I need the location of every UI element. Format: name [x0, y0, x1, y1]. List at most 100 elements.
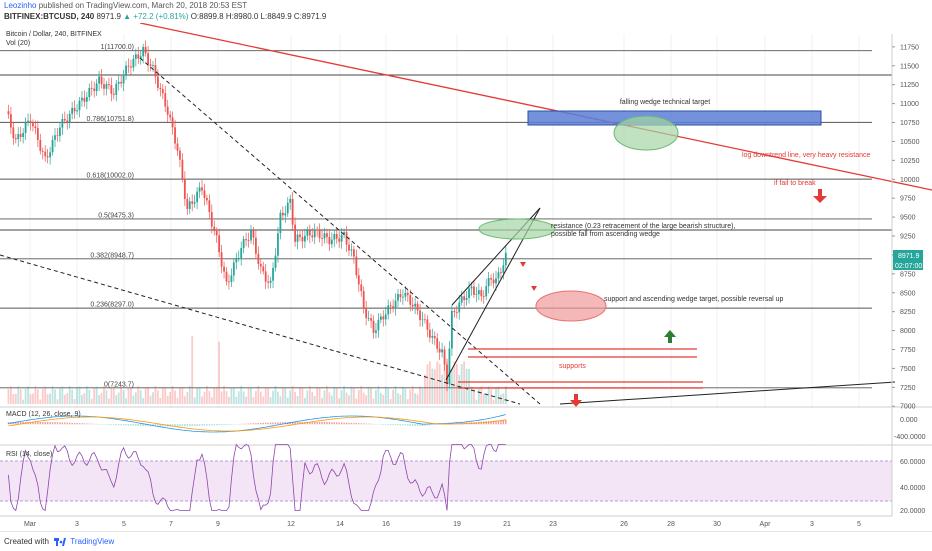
- volume-bar: [167, 396, 169, 404]
- volume-bar: [30, 394, 32, 404]
- time-tick-label: 14: [336, 521, 344, 528]
- macd-histogram-bar: [214, 424, 215, 425]
- author-name[interactable]: Leozinho: [4, 1, 36, 10]
- macd-histogram-bar: [412, 424, 413, 426]
- macd-histogram-bar: [410, 424, 411, 426]
- tradingview-link[interactable]: TradingView: [70, 537, 114, 546]
- candle-body: [103, 84, 105, 89]
- candle-body: [468, 288, 470, 298]
- volume-bar: [250, 387, 252, 404]
- candle-body: [400, 294, 402, 297]
- volume-bar: [25, 389, 27, 404]
- candle-body: [456, 312, 458, 313]
- volume-bar: [412, 386, 414, 404]
- candle-body: [57, 135, 59, 136]
- candle-body: [311, 236, 313, 238]
- price-tick-label: 11500: [900, 63, 919, 70]
- volume-bar: [64, 395, 66, 404]
- macd-histogram-bar: [108, 424, 109, 425]
- resistance-annotation-2: possible fall from ascending wedge: [551, 231, 660, 238]
- candle-body: [417, 304, 419, 311]
- candle-body: [177, 144, 179, 151]
- macd-histogram-bar: [209, 424, 210, 426]
- volume-bar: [172, 386, 174, 404]
- macd-histogram-bar: [201, 424, 202, 426]
- volume-bar: [461, 364, 463, 404]
- macd-histogram-bar: [91, 424, 92, 425]
- volume-bar: [22, 400, 24, 404]
- volume-bar: [142, 398, 144, 404]
- candle-body: [10, 114, 12, 127]
- candle-body: [409, 295, 411, 305]
- volume-bar: [336, 388, 338, 404]
- candle-body: [419, 310, 421, 320]
- macd-histogram-bar: [192, 424, 193, 426]
- macd-histogram-bar: [204, 424, 205, 426]
- candle-body: [387, 305, 389, 314]
- macd-histogram-bar: [331, 422, 332, 424]
- volume-bar: [113, 387, 115, 404]
- volume-bar: [378, 386, 380, 404]
- volume-bar: [409, 390, 411, 404]
- macd-histogram-bar: [211, 424, 212, 425]
- volume-bar: [253, 397, 255, 404]
- macd-histogram-bar: [37, 422, 38, 424]
- candle-body: [196, 192, 198, 202]
- candle-body: [130, 67, 132, 68]
- tradingview-logo-icon: [54, 538, 66, 546]
- macd-histogram-bar: [81, 423, 82, 424]
- chart-area[interactable]: 1(11700.0)0.786(10751.8)0.618(10002.0)0.…: [0, 23, 932, 530]
- macd-histogram-bar: [339, 422, 340, 424]
- macd-histogram-bar: [35, 422, 36, 424]
- candle-body: [69, 114, 71, 122]
- price-axis[interactable]: 7000725075007750800082508500875090009250…: [892, 44, 920, 410]
- candle-body: [59, 128, 61, 136]
- volume-bar: [451, 369, 453, 404]
- candle-body: [453, 311, 455, 312]
- volume-bar: [169, 392, 171, 404]
- created-with-label: Created with: [4, 537, 49, 546]
- time-tick-label: 21: [503, 521, 511, 528]
- support-ellipse[interactable]: [536, 291, 606, 321]
- price-pane[interactable]: [0, 34, 892, 407]
- volume-bar: [289, 391, 291, 404]
- volume-bar: [93, 388, 95, 404]
- volume-bar: [348, 395, 350, 404]
- candle-body: [351, 249, 353, 250]
- price-tick-label: 8250: [900, 309, 916, 316]
- macd-pane[interactable]: [0, 408, 892, 445]
- volume-bar: [218, 342, 220, 404]
- macd-histogram-bar: [258, 423, 259, 424]
- candle-body: [253, 231, 255, 238]
- volume-bar: [390, 399, 392, 404]
- volume-bar: [12, 394, 14, 404]
- volume-bar: [71, 390, 73, 404]
- chart-title: Bitcoin / Dollar, 240, BITFINEX: [6, 31, 102, 38]
- volume-bar: [434, 369, 436, 404]
- candle-body: [189, 201, 191, 209]
- resistance-ellipse[interactable]: [479, 219, 555, 239]
- volume-bar: [321, 398, 323, 404]
- candle-body: [47, 156, 49, 157]
- volume-bar: [427, 364, 429, 404]
- macd-histogram-bar: [488, 421, 489, 424]
- volume-bar: [204, 392, 206, 404]
- volume-bar: [76, 388, 78, 404]
- target-box[interactable]: [528, 111, 821, 125]
- macd-tick-0: 0.000: [900, 417, 918, 424]
- candle-body: [348, 245, 350, 251]
- candle-body: [495, 278, 497, 283]
- volume-bar: [302, 388, 304, 404]
- volume-bar: [118, 393, 120, 404]
- volume-bar: [226, 391, 228, 404]
- volume-bar: [385, 387, 387, 404]
- macd-histogram-bar: [130, 424, 131, 426]
- macd-histogram-bar: [52, 422, 53, 424]
- target-ellipse[interactable]: [614, 116, 678, 150]
- candle-body: [218, 235, 220, 252]
- volume-bar: [235, 397, 237, 404]
- ohlc-values: O:8899.8 H:8980.0 L:8849.9 C:8971.9: [191, 12, 327, 21]
- candle-body: [115, 84, 117, 95]
- candle-body: [15, 138, 17, 139]
